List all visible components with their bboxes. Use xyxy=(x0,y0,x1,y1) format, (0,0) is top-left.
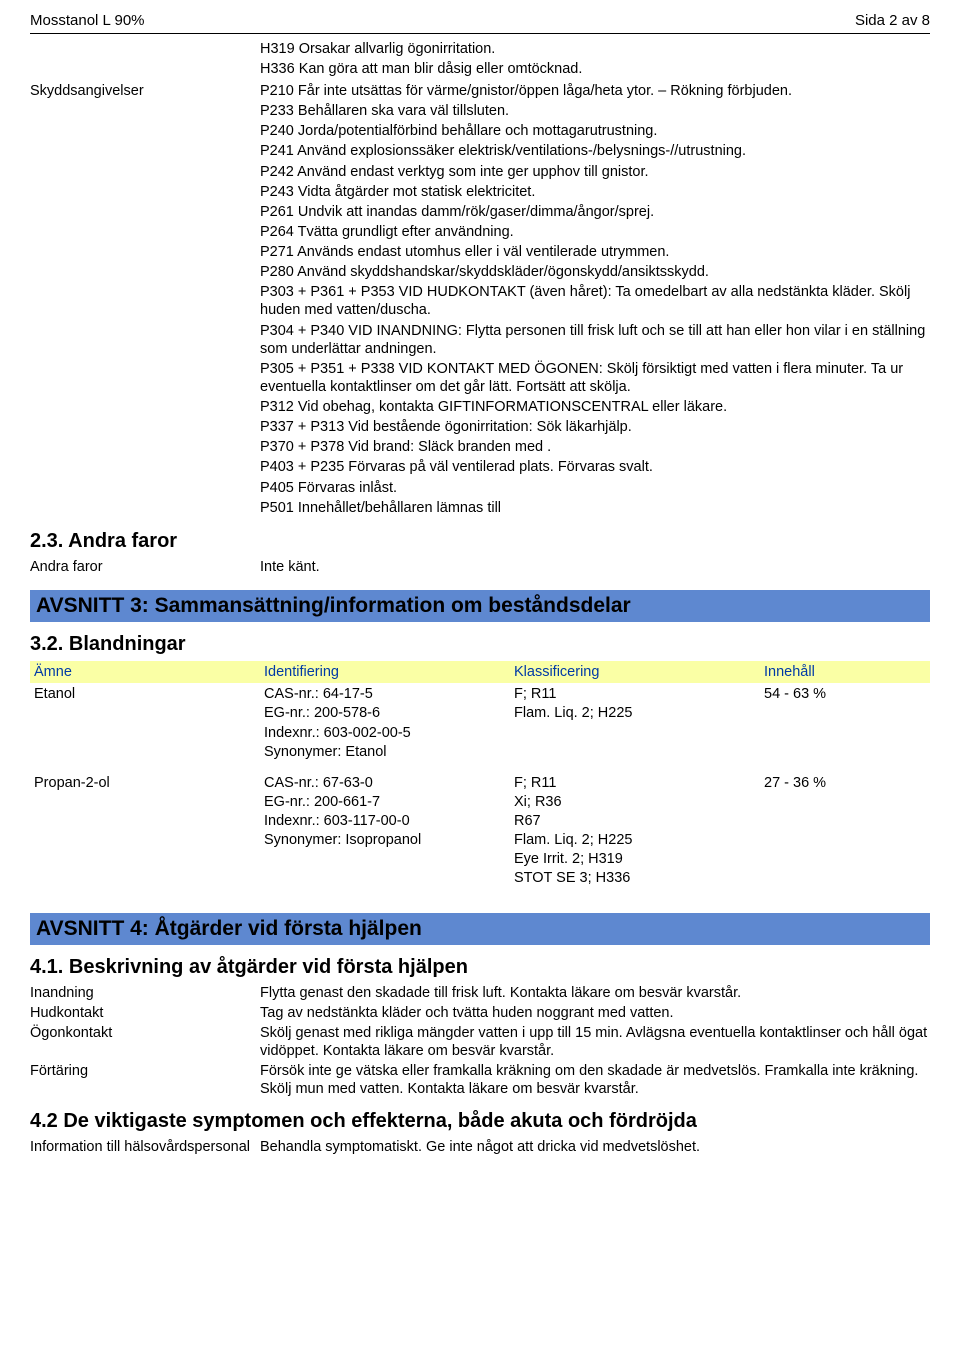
precaution-line: P337 + P313 Vid bestående ögonirritation… xyxy=(260,418,930,436)
precaution-line: P243 Vidta åtgärder mot statisk elektric… xyxy=(260,183,930,201)
page-header: Mosstanol L 90% Sida 2 av 8 xyxy=(30,12,930,34)
substance-ident: CAS-nr.: 64-17-5EG-nr.: 200-578-6Indexnr… xyxy=(264,685,514,762)
header-product: Mosstanol L 90% xyxy=(30,12,145,31)
composition-row: EtanolCAS-nr.: 64-17-5EG-nr.: 200-578-6I… xyxy=(30,683,930,772)
first-aid-label: Inandning xyxy=(30,984,260,1002)
precaution-line: P312 Vid obehag, kontakta GIFTINFORMATIO… xyxy=(260,398,930,416)
substance-class: F; R11Xi; R36R67Flam. Liq. 2; H225Eye Ir… xyxy=(514,774,764,889)
substance-ident: CAS-nr.: 67-63-0EG-nr.: 200-661-7Indexnr… xyxy=(264,774,514,889)
first-aid-value: Tag av nedstänkta kläder och tvätta hude… xyxy=(260,1004,930,1022)
precaution-line: P405 Förvaras inlåst. xyxy=(260,479,930,497)
precaution-line: P271 Används endast utomhus eller i väl … xyxy=(260,243,930,261)
section-2-3-heading: 2.3. Andra faror xyxy=(30,529,930,554)
precaution-line: P304 + P340 VID INANDNING: Flytta person… xyxy=(260,322,930,358)
col-amne: Ämne xyxy=(30,663,264,681)
first-aid-label: Förtäring xyxy=(30,1062,260,1098)
substance-name: Propan-2-ol xyxy=(30,774,264,889)
skyddsangivelser-values: P210 Får inte utsättas för värme/gnistor… xyxy=(260,82,930,519)
precaution-line: P210 Får inte utsättas för värme/gnistor… xyxy=(260,82,930,100)
col-innehall: Innehåll xyxy=(764,663,930,681)
section-3-2-heading: 3.2. Blandningar xyxy=(30,632,930,657)
hazard-line: H319 Orsakar allvarlig ögonirritation. xyxy=(260,40,930,58)
first-aid-row: InandningFlytta genast den skadade till … xyxy=(30,984,930,1002)
precaution-line: P264 Tvätta grundligt efter användning. xyxy=(260,223,930,241)
header-page: Sida 2 av 8 xyxy=(855,12,930,31)
first-aid-row: FörtäringFörsök inte ge vätska eller fra… xyxy=(30,1062,930,1098)
symptom-value: Behandla symptomatiskt. Ge inte något at… xyxy=(260,1138,930,1156)
precaution-line: P241 Använd explosionssäker elektrisk/ve… xyxy=(260,142,930,160)
substance-name: Etanol xyxy=(30,685,264,762)
precaution-line: P233 Behållaren ska vara väl tillsluten. xyxy=(260,102,930,120)
precaution-line: P305 + P351 + P338 VID KONTAKT MED ÖGONE… xyxy=(260,360,930,396)
precaution-line: P403 + P235 Förvaras på väl ventilerad p… xyxy=(260,458,930,476)
section-4-1-heading: 4.1. Beskrivning av åtgärder vid första … xyxy=(30,955,930,980)
precaution-line: P242 Använd endast verktyg som inte ger … xyxy=(260,163,930,181)
hazard-statements: H319 Orsakar allvarlig ögonirritation. H3… xyxy=(260,40,930,80)
hazard-line: H336 Kan göra att man blir dåsig eller o… xyxy=(260,60,930,78)
first-aid-value: Flytta genast den skadade till frisk luf… xyxy=(260,984,930,1002)
first-aid-value: Skölj genast med rikliga mängder vatten … xyxy=(260,1024,930,1060)
col-identifiering: Identifiering xyxy=(264,663,514,681)
precaution-line: P261 Undvik att inandas damm/rök/gaser/d… xyxy=(260,203,930,221)
symptom-row: Information till hälsovårdspersonalBehan… xyxy=(30,1138,930,1156)
substance-content: 54 - 63 % xyxy=(764,685,930,762)
precaution-line: P240 Jorda/potentialförbind behållare oc… xyxy=(260,122,930,140)
skyddsangivelser-label: Skyddsangivelser xyxy=(30,82,260,519)
first-aid-value: Försök inte ge vätska eller framkalla kr… xyxy=(260,1062,930,1098)
substance-content: 27 - 36 % xyxy=(764,774,930,889)
andra-faror-value: Inte känt. xyxy=(260,558,930,576)
composition-table-header: Ämne Identifiering Klassificering Innehå… xyxy=(30,661,930,683)
first-aid-row: ÖgonkontaktSkölj genast med rikliga mäng… xyxy=(30,1024,930,1060)
precaution-line: P370 + P378 Vid brand: Släck branden med… xyxy=(260,438,930,456)
section-3-heading: AVSNITT 3: Sammansättning/information om… xyxy=(30,590,930,622)
col-klassificering: Klassificering xyxy=(514,663,764,681)
substance-class: F; R11Flam. Liq. 2; H225 xyxy=(514,685,764,762)
composition-row: Propan-2-olCAS-nr.: 67-63-0EG-nr.: 200-6… xyxy=(30,772,930,899)
first-aid-row: HudkontaktTag av nedstänkta kläder och t… xyxy=(30,1004,930,1022)
precaution-line: P501 Innehållet/behållaren lämnas till xyxy=(260,499,930,517)
symptom-label: Information till hälsovårdspersonal xyxy=(30,1138,260,1156)
first-aid-label: Hudkontakt xyxy=(30,1004,260,1022)
precaution-line: P280 Använd skyddshandskar/skyddskläder/… xyxy=(260,263,930,281)
andra-faror-label: Andra faror xyxy=(30,558,260,576)
section-4-2-heading: 4.2 De viktigaste symptomen och effekter… xyxy=(30,1109,930,1134)
first-aid-label: Ögonkontakt xyxy=(30,1024,260,1060)
section-4-heading: AVSNITT 4: Åtgärder vid första hjälpen xyxy=(30,913,930,945)
precaution-line: P303 + P361 + P353 VID HUDKONTAKT (även … xyxy=(260,283,930,319)
